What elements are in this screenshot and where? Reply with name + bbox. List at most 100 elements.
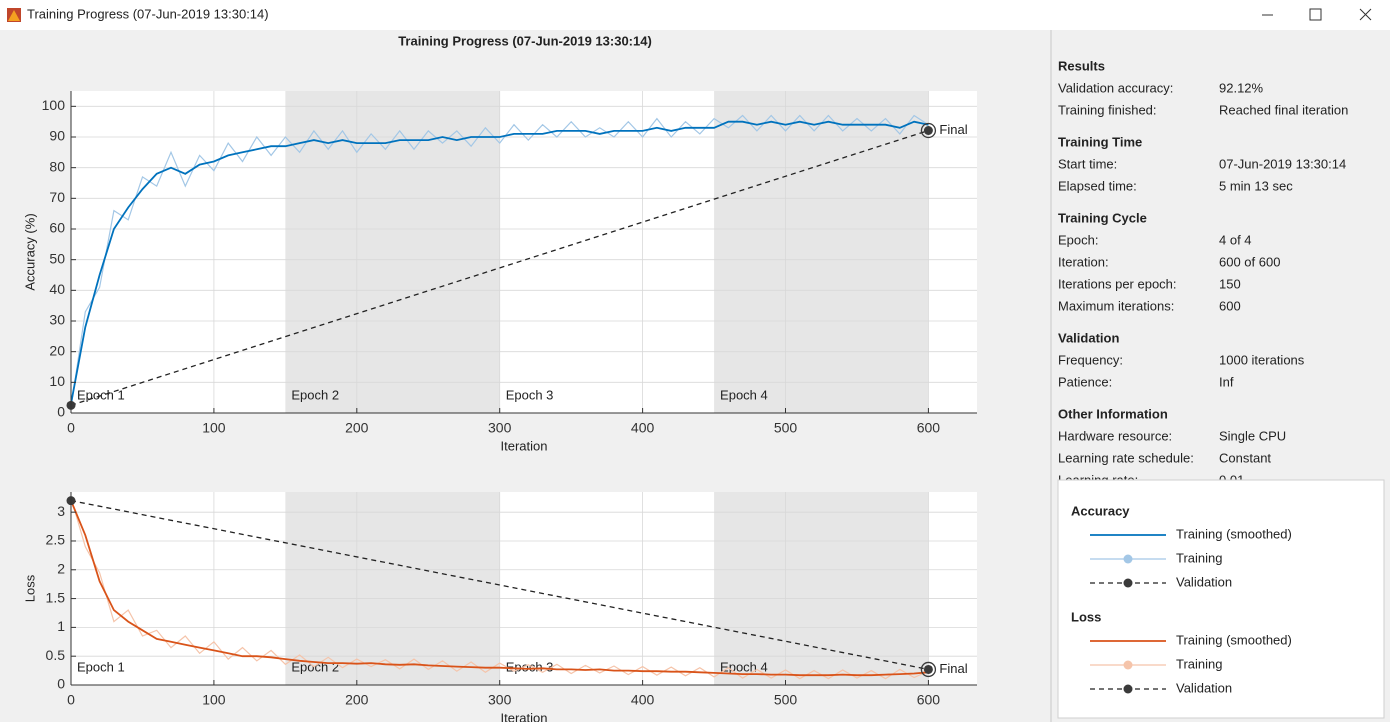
info-value: 4 of 4 [1219, 232, 1252, 247]
legend-box [1057, 479, 1385, 719]
info-value: Constant [1219, 450, 1271, 465]
info-label: Training finished: [1058, 102, 1157, 117]
series-line [70, 120, 929, 404]
plots: Epoch 1 Epoch 2 Epoch 3 Epoch 4Final0102030… [22, 33, 977, 722]
x-tick-label: 600 [917, 420, 941, 436]
y-tick-label: 2.5 [46, 532, 66, 548]
window-title: Training Progress (07-Jun-2019 13:30:14) [27, 6, 269, 21]
epoch-label: Epoch 2 [291, 387, 339, 402]
y-tick-label: 100 [42, 97, 66, 113]
y-tick-label: 60 [49, 220, 65, 236]
x-tick-label: 200 [345, 420, 369, 436]
x-tick-label: 500 [774, 420, 798, 436]
info-value: 150 [1219, 276, 1241, 291]
info-label: Hardware resource: [1058, 428, 1172, 443]
section-heading: Training Cycle [1058, 210, 1147, 225]
y-tick-label: 0 [57, 676, 65, 692]
y-tick-label: 1.5 [46, 589, 66, 605]
y-tick-label: 3 [57, 503, 65, 519]
legend-title: Loss [1071, 609, 1101, 624]
series-line [70, 497, 929, 680]
app-icon-shape [8, 10, 20, 21]
section-heading: Other Information [1058, 406, 1168, 421]
info-label: Learning rate: [1058, 472, 1138, 487]
epoch-shade [285, 91, 500, 413]
maximize-button[interactable] [1309, 8, 1322, 21]
info-value: Reached final iteration [1219, 102, 1348, 117]
x-tick-label: 600 [917, 692, 941, 708]
title-bar [0, 0, 1390, 30]
series-line [70, 499, 929, 671]
validation-marker [923, 125, 933, 135]
legend-marker [1123, 684, 1133, 694]
legend-entry: Training (smoothed) [1176, 526, 1292, 541]
legend-marker [1123, 554, 1133, 564]
legend-entry: Validation [1176, 680, 1232, 695]
y-tick-label: 20 [49, 342, 65, 358]
x-tick-label: 400 [631, 420, 655, 436]
close-button[interactable] [1359, 8, 1372, 21]
y-tick-label: 80 [49, 158, 65, 174]
epoch-label: Epoch 4 [720, 387, 768, 402]
info-value: 1000 iterations [1219, 352, 1305, 367]
info-value: 07-Jun-2019 13:30:14 [1219, 156, 1346, 171]
epoch-shade [714, 492, 929, 685]
info-label: Frequency: [1058, 352, 1123, 367]
chart-title: Training Progress (07-Jun-2019 13:30:14) [398, 33, 652, 48]
info-panel: Results Validation accuracy: 92.12% Trainin… [1058, 58, 1348, 487]
info-label: Iterations per epoch: [1058, 276, 1177, 291]
series-line [70, 114, 929, 407]
epoch-label: Epoch 3 [506, 387, 554, 402]
info-value: 600 [1219, 298, 1241, 313]
info-label: Start time: [1058, 156, 1117, 171]
legend-title: Accuracy [1071, 503, 1130, 518]
y-tick-label: 2 [57, 560, 65, 576]
info-label: Elapsed time: [1058, 178, 1137, 193]
final-ring [920, 122, 937, 139]
y-tick-label: 1 [57, 618, 65, 634]
x-tick-label: 400 [631, 692, 655, 708]
section-heading: Training Time [1058, 134, 1142, 149]
info-label: Learning rate schedule: [1058, 450, 1194, 465]
y-tick-label: 70 [49, 189, 65, 205]
x-tick-label: 300 [488, 692, 512, 708]
x-axis-label: Iteration [501, 438, 548, 453]
y-tick-label: 90 [49, 128, 65, 144]
x-tick-label: 300 [488, 420, 512, 436]
x-tick-label: 0 [67, 692, 75, 708]
info-label: Iteration: [1058, 254, 1109, 269]
legend-marker [1123, 660, 1133, 670]
epoch-shade [285, 492, 500, 685]
info-label: Validation accuracy: [1058, 80, 1173, 95]
info-value: Single CPU [1219, 428, 1286, 443]
info-value: Inf [1219, 374, 1234, 389]
info-value: 5 min 13 sec [1219, 178, 1293, 193]
epoch-label: Epoch 3 [506, 659, 554, 674]
final-label: Final [939, 661, 967, 676]
y-tick-label: 40 [49, 281, 65, 297]
series-line [70, 500, 929, 677]
x-axis-label: Iteration [501, 710, 548, 722]
legend-entry: Training [1176, 550, 1222, 565]
x-tick-label: 100 [202, 420, 226, 436]
info-value: 92.12% [1219, 80, 1264, 95]
final-label: Final [939, 122, 967, 137]
x-tick-label: 100 [202, 692, 226, 708]
section-heading: Results [1058, 58, 1105, 73]
y-tick-label: 30 [49, 312, 65, 328]
info-value: 0.01 [1219, 472, 1244, 487]
epoch-label: Epoch 1 [77, 659, 125, 674]
y-tick-label: 10 [49, 373, 65, 389]
info-label: Maximum iterations: [1058, 298, 1174, 313]
y-axis-label: Accuracy (%) [22, 213, 37, 290]
legend-marker [1123, 578, 1133, 588]
info-label: Patience: [1058, 374, 1112, 389]
final-ring [920, 661, 937, 678]
y-axis-label: Loss [22, 574, 37, 602]
y-tick-label: 0 [57, 404, 65, 420]
legend-entry: Training (smoothed) [1176, 632, 1292, 647]
info-label: Epoch: [1058, 232, 1098, 247]
info-value: 600 of 600 [1219, 254, 1280, 269]
validation-marker [923, 664, 933, 674]
